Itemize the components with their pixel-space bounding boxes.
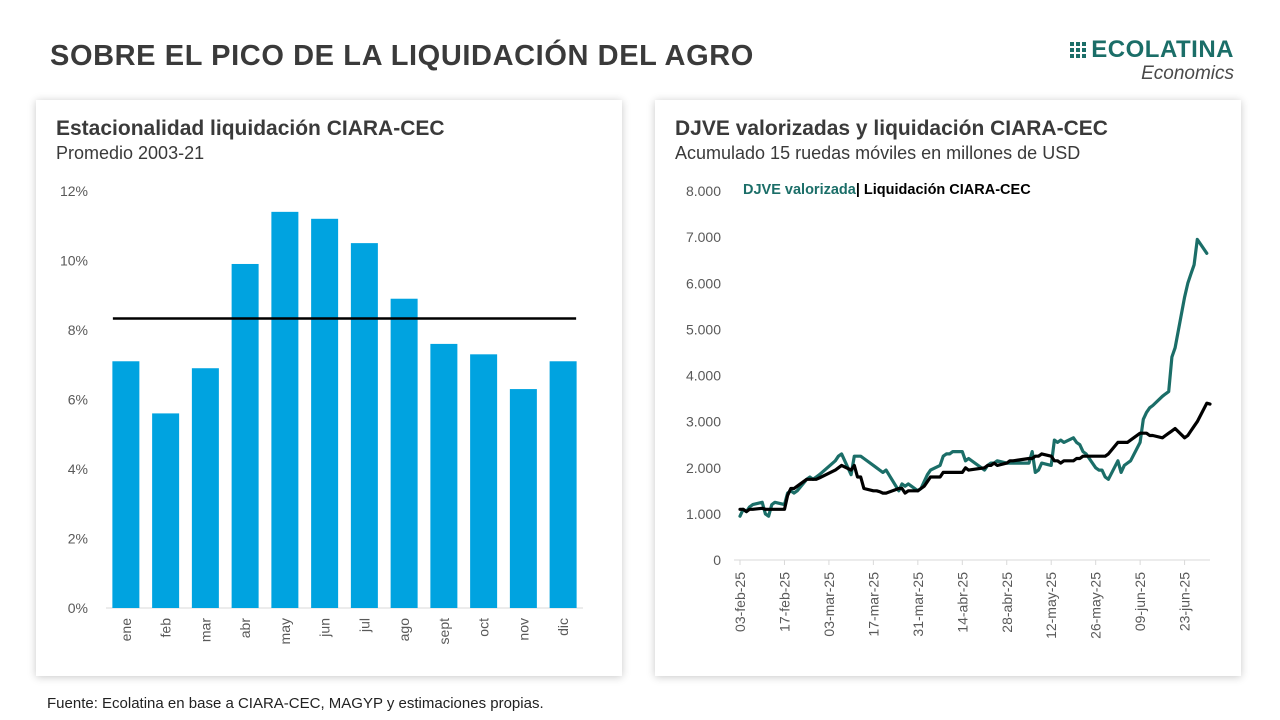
bar-abr	[231, 263, 259, 608]
x-tick-label: 23-jun-25	[1177, 572, 1193, 631]
bar-feb	[152, 413, 180, 608]
bar-ene	[112, 361, 140, 608]
logo-grid-icon	[1070, 42, 1087, 58]
djve-chart-panel: DJVE valorizadas y liquidación CIARA-CEC…	[655, 100, 1241, 676]
x-tick-label: 09-jun-25	[1132, 572, 1148, 631]
djve-series-line	[738, 237, 1209, 518]
y-tick-label: 6%	[68, 392, 88, 408]
x-tick-label: oct	[476, 618, 492, 637]
bar-mar	[191, 368, 219, 608]
djve-line-chart: 0 1.000 2.000 3.000 4.000 5.000 6.000 7.000 8.00…	[686, 182, 1212, 639]
bar-jul	[350, 243, 378, 608]
chart-subtitle: Acumulado 15 ruedas móviles en millones …	[675, 143, 1081, 163]
y-tick-label: 5.000	[686, 321, 721, 337]
x-tick-label: 03-feb-25	[732, 572, 748, 632]
chart-legend: DJVE valorizada| Liquidación CIARA-CEC	[743, 182, 1031, 198]
y-tick-label: 1.000	[686, 506, 721, 522]
x-tick-label: may	[277, 618, 293, 644]
chart-title: DJVE valorizadas y liquidación CIARA-CEC	[675, 117, 1108, 140]
bar-oct	[470, 354, 498, 608]
x-tick-label: jun	[317, 618, 333, 638]
y-tick-label: 7.000	[686, 229, 721, 245]
y-tick-label: 0%	[68, 600, 88, 616]
y-tick-label: 6.000	[686, 275, 721, 291]
ecolatina-logo: ECOLATINA Economics	[1070, 38, 1234, 85]
bar-dic	[549, 361, 577, 608]
y-tick-label: 12%	[60, 183, 88, 199]
liquidacion-series-line	[738, 401, 1212, 514]
x-tick-label: 17-mar-25	[865, 572, 881, 637]
x-tick-label: 28-abr-25	[999, 572, 1015, 633]
x-tick-label: abr	[237, 618, 253, 639]
logo-subtitle: Economics	[1141, 63, 1234, 84]
legend-item-djve: DJVE valorizada	[743, 182, 857, 198]
x-tick-label: 17-feb-25	[776, 572, 792, 632]
x-tick-label: dic	[555, 618, 571, 636]
x-tick-label: sept	[436, 618, 452, 645]
x-tick-label: ago	[396, 618, 412, 642]
chart-subtitle: Promedio 2003-21	[56, 143, 205, 163]
x-tick-label: 26-may-25	[1088, 572, 1104, 639]
x-tick-label: mar	[197, 618, 213, 642]
x-tick-label: 14-abr-25	[954, 572, 970, 633]
y-tick-label: 4%	[68, 461, 88, 477]
bar-ago	[390, 298, 418, 608]
logo-brand: ECOLATINA	[1091, 36, 1234, 63]
x-tick-label: nov	[515, 618, 531, 641]
source-note: Fuente: Ecolatina en base a CIARA-CEC, M…	[47, 695, 544, 712]
y-tick-label: 0	[713, 552, 721, 568]
legend-item-liquidacion: Liquidación CIARA-CEC	[864, 182, 1031, 198]
y-tick-label: 8.000	[686, 183, 721, 199]
y-tick-label: 2%	[68, 531, 88, 547]
x-tick-label: 03-mar-25	[821, 572, 837, 637]
y-tick-label: 8%	[68, 322, 88, 338]
x-tick-label: 12-may-25	[1043, 572, 1059, 639]
x-tick-label: jul	[356, 618, 372, 633]
page-title: SOBRE EL PICO DE LA LIQUIDACIÓN DEL AGRO	[50, 40, 754, 72]
bar-may	[271, 211, 299, 608]
x-tick-label: ene	[118, 618, 134, 642]
y-tick-label: 4.000	[686, 368, 721, 384]
x-tick-label: 31-mar-25	[910, 572, 926, 637]
bar-jun	[311, 218, 339, 609]
chart-title: Estacionalidad liquidación CIARA-CEC	[56, 117, 445, 140]
y-tick-label: 3.000	[686, 414, 721, 430]
seasonality-bar-chart: 0% 2% 4% 6% 8% 10% 12% ene feb mar abr may jun jul ago…	[60, 183, 583, 645]
legend-separator: |	[856, 182, 864, 198]
y-tick-label: 2.000	[686, 460, 721, 476]
x-tick-label: feb	[158, 618, 174, 638]
seasonality-chart-panel: Estacionalidad liquidación CIARA-CEC Pro…	[36, 100, 622, 676]
bar-nov	[509, 389, 537, 608]
bar-sept	[430, 343, 458, 608]
y-tick-label: 10%	[60, 253, 88, 269]
